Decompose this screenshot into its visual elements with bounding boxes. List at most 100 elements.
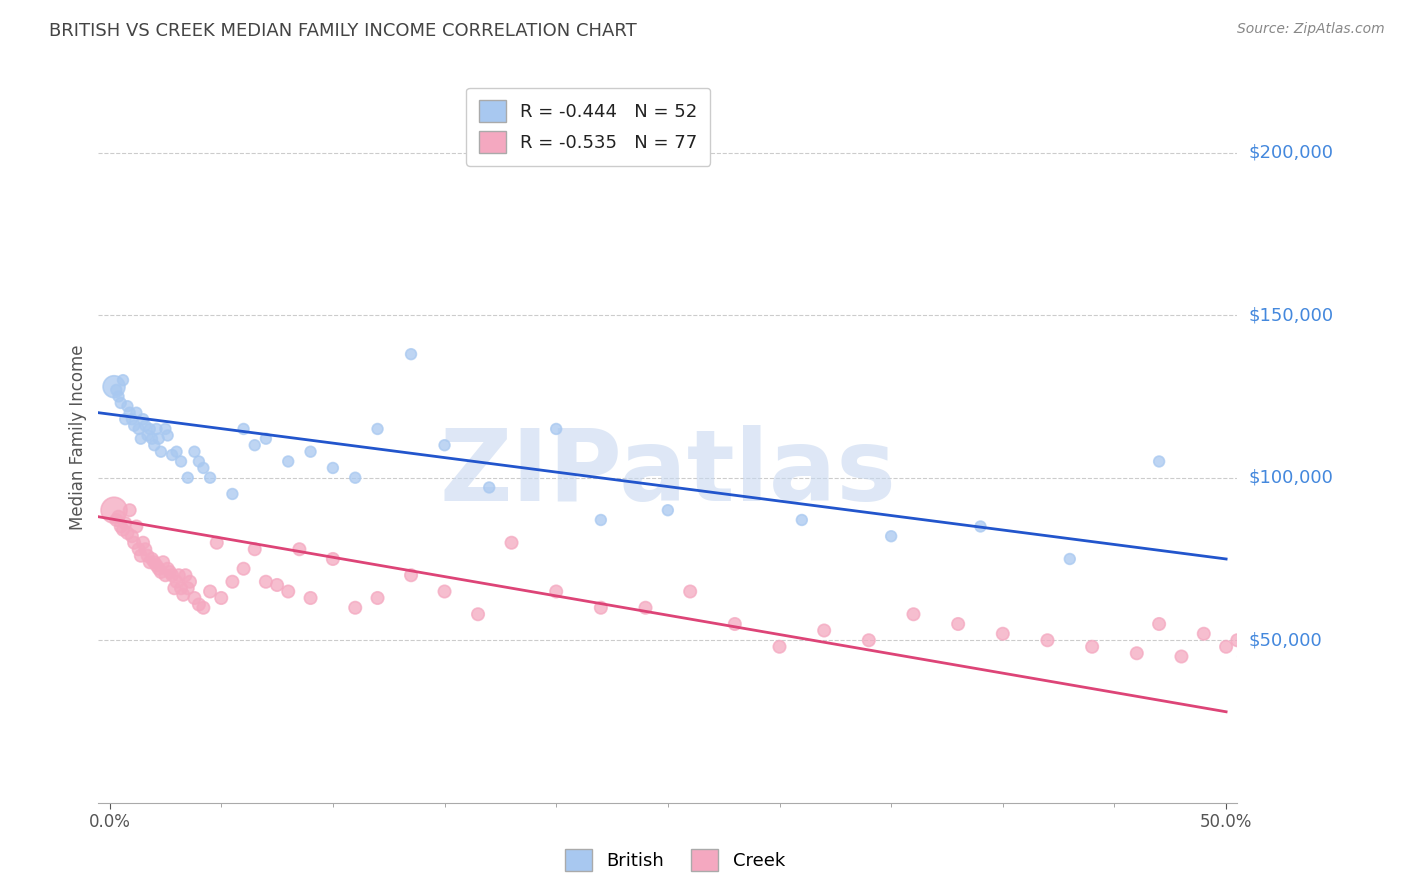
Y-axis label: Median Family Income: Median Family Income: [69, 344, 87, 530]
Point: [1170, 649, 1192, 664]
Point: [183, 591, 205, 605]
Point: [148, 432, 170, 446]
Point: [198, 471, 221, 485]
Point: [105, 383, 128, 397]
Point: [880, 529, 903, 543]
Point: [209, 591, 232, 605]
Point: [1233, 649, 1256, 664]
Point: [136, 428, 159, 442]
Point: [125, 406, 148, 420]
Point: [122, 418, 145, 433]
Point: [1192, 626, 1215, 640]
Point: [399, 347, 422, 361]
Point: [177, 581, 200, 595]
Point: [121, 412, 143, 426]
Point: [277, 454, 299, 468]
Point: [1147, 454, 1170, 468]
Point: [128, 542, 150, 557]
Point: [187, 454, 209, 468]
Point: [232, 562, 254, 576]
Point: [155, 422, 177, 436]
Legend: R = -0.444   N = 52, R = -0.535   N = 77: R = -0.444 N = 52, R = -0.535 N = 77: [467, 87, 710, 166]
Point: [122, 535, 145, 549]
Point: [589, 600, 612, 615]
Point: [790, 513, 813, 527]
Point: [170, 454, 193, 468]
Point: [118, 406, 141, 420]
Point: [145, 422, 167, 436]
Point: [166, 444, 188, 458]
Point: [118, 503, 141, 517]
Point: [813, 624, 835, 638]
Point: [132, 412, 155, 426]
Point: [160, 568, 183, 582]
Point: [546, 584, 568, 599]
Point: [125, 519, 148, 533]
Point: [299, 591, 322, 605]
Point: [1237, 681, 1260, 696]
Point: [149, 444, 172, 458]
Point: [198, 584, 221, 599]
Point: [399, 568, 422, 582]
Point: [858, 633, 880, 648]
Point: [114, 516, 136, 531]
Point: [322, 461, 344, 475]
Point: [163, 581, 186, 595]
Point: [141, 432, 163, 446]
Point: [768, 640, 790, 654]
Point: [143, 555, 166, 569]
Point: [172, 588, 194, 602]
Point: [117, 399, 139, 413]
Point: [110, 396, 132, 410]
Point: [155, 568, 177, 582]
Point: [679, 584, 702, 599]
Point: [103, 380, 125, 394]
Text: $200,000: $200,000: [1249, 144, 1333, 161]
Point: [1059, 552, 1081, 566]
Point: [128, 422, 150, 436]
Point: [946, 617, 969, 632]
Point: [179, 574, 201, 589]
Point: [367, 591, 389, 605]
Point: [145, 558, 167, 573]
Point: [1215, 640, 1237, 654]
Point: [205, 535, 228, 549]
Point: [991, 626, 1014, 640]
Point: [170, 581, 193, 595]
Point: [149, 565, 172, 579]
Point: [221, 487, 243, 501]
Point: [107, 389, 129, 403]
Point: [110, 519, 132, 533]
Point: [139, 422, 162, 436]
Point: [152, 555, 174, 569]
Point: [166, 574, 188, 589]
Point: [344, 600, 367, 615]
Point: [141, 552, 163, 566]
Point: [107, 509, 129, 524]
Point: [243, 542, 266, 557]
Point: [367, 422, 389, 436]
Point: [103, 503, 125, 517]
Point: [1126, 646, 1149, 660]
Point: [129, 432, 152, 446]
Point: [111, 523, 134, 537]
Point: [724, 617, 747, 632]
Point: [117, 526, 139, 541]
Point: [1226, 633, 1249, 648]
Point: [634, 600, 657, 615]
Point: [139, 555, 162, 569]
Point: [143, 438, 166, 452]
Point: [903, 607, 925, 622]
Point: [129, 549, 152, 563]
Point: [277, 584, 299, 599]
Point: [232, 422, 254, 436]
Point: [134, 418, 156, 433]
Point: [1081, 640, 1104, 654]
Legend: British, Creek: British, Creek: [558, 842, 792, 879]
Point: [501, 535, 523, 549]
Point: [299, 444, 322, 458]
Text: Source: ZipAtlas.com: Source: ZipAtlas.com: [1237, 22, 1385, 37]
Text: ZIPatlas: ZIPatlas: [440, 425, 896, 522]
Point: [136, 549, 159, 563]
Point: [105, 513, 128, 527]
